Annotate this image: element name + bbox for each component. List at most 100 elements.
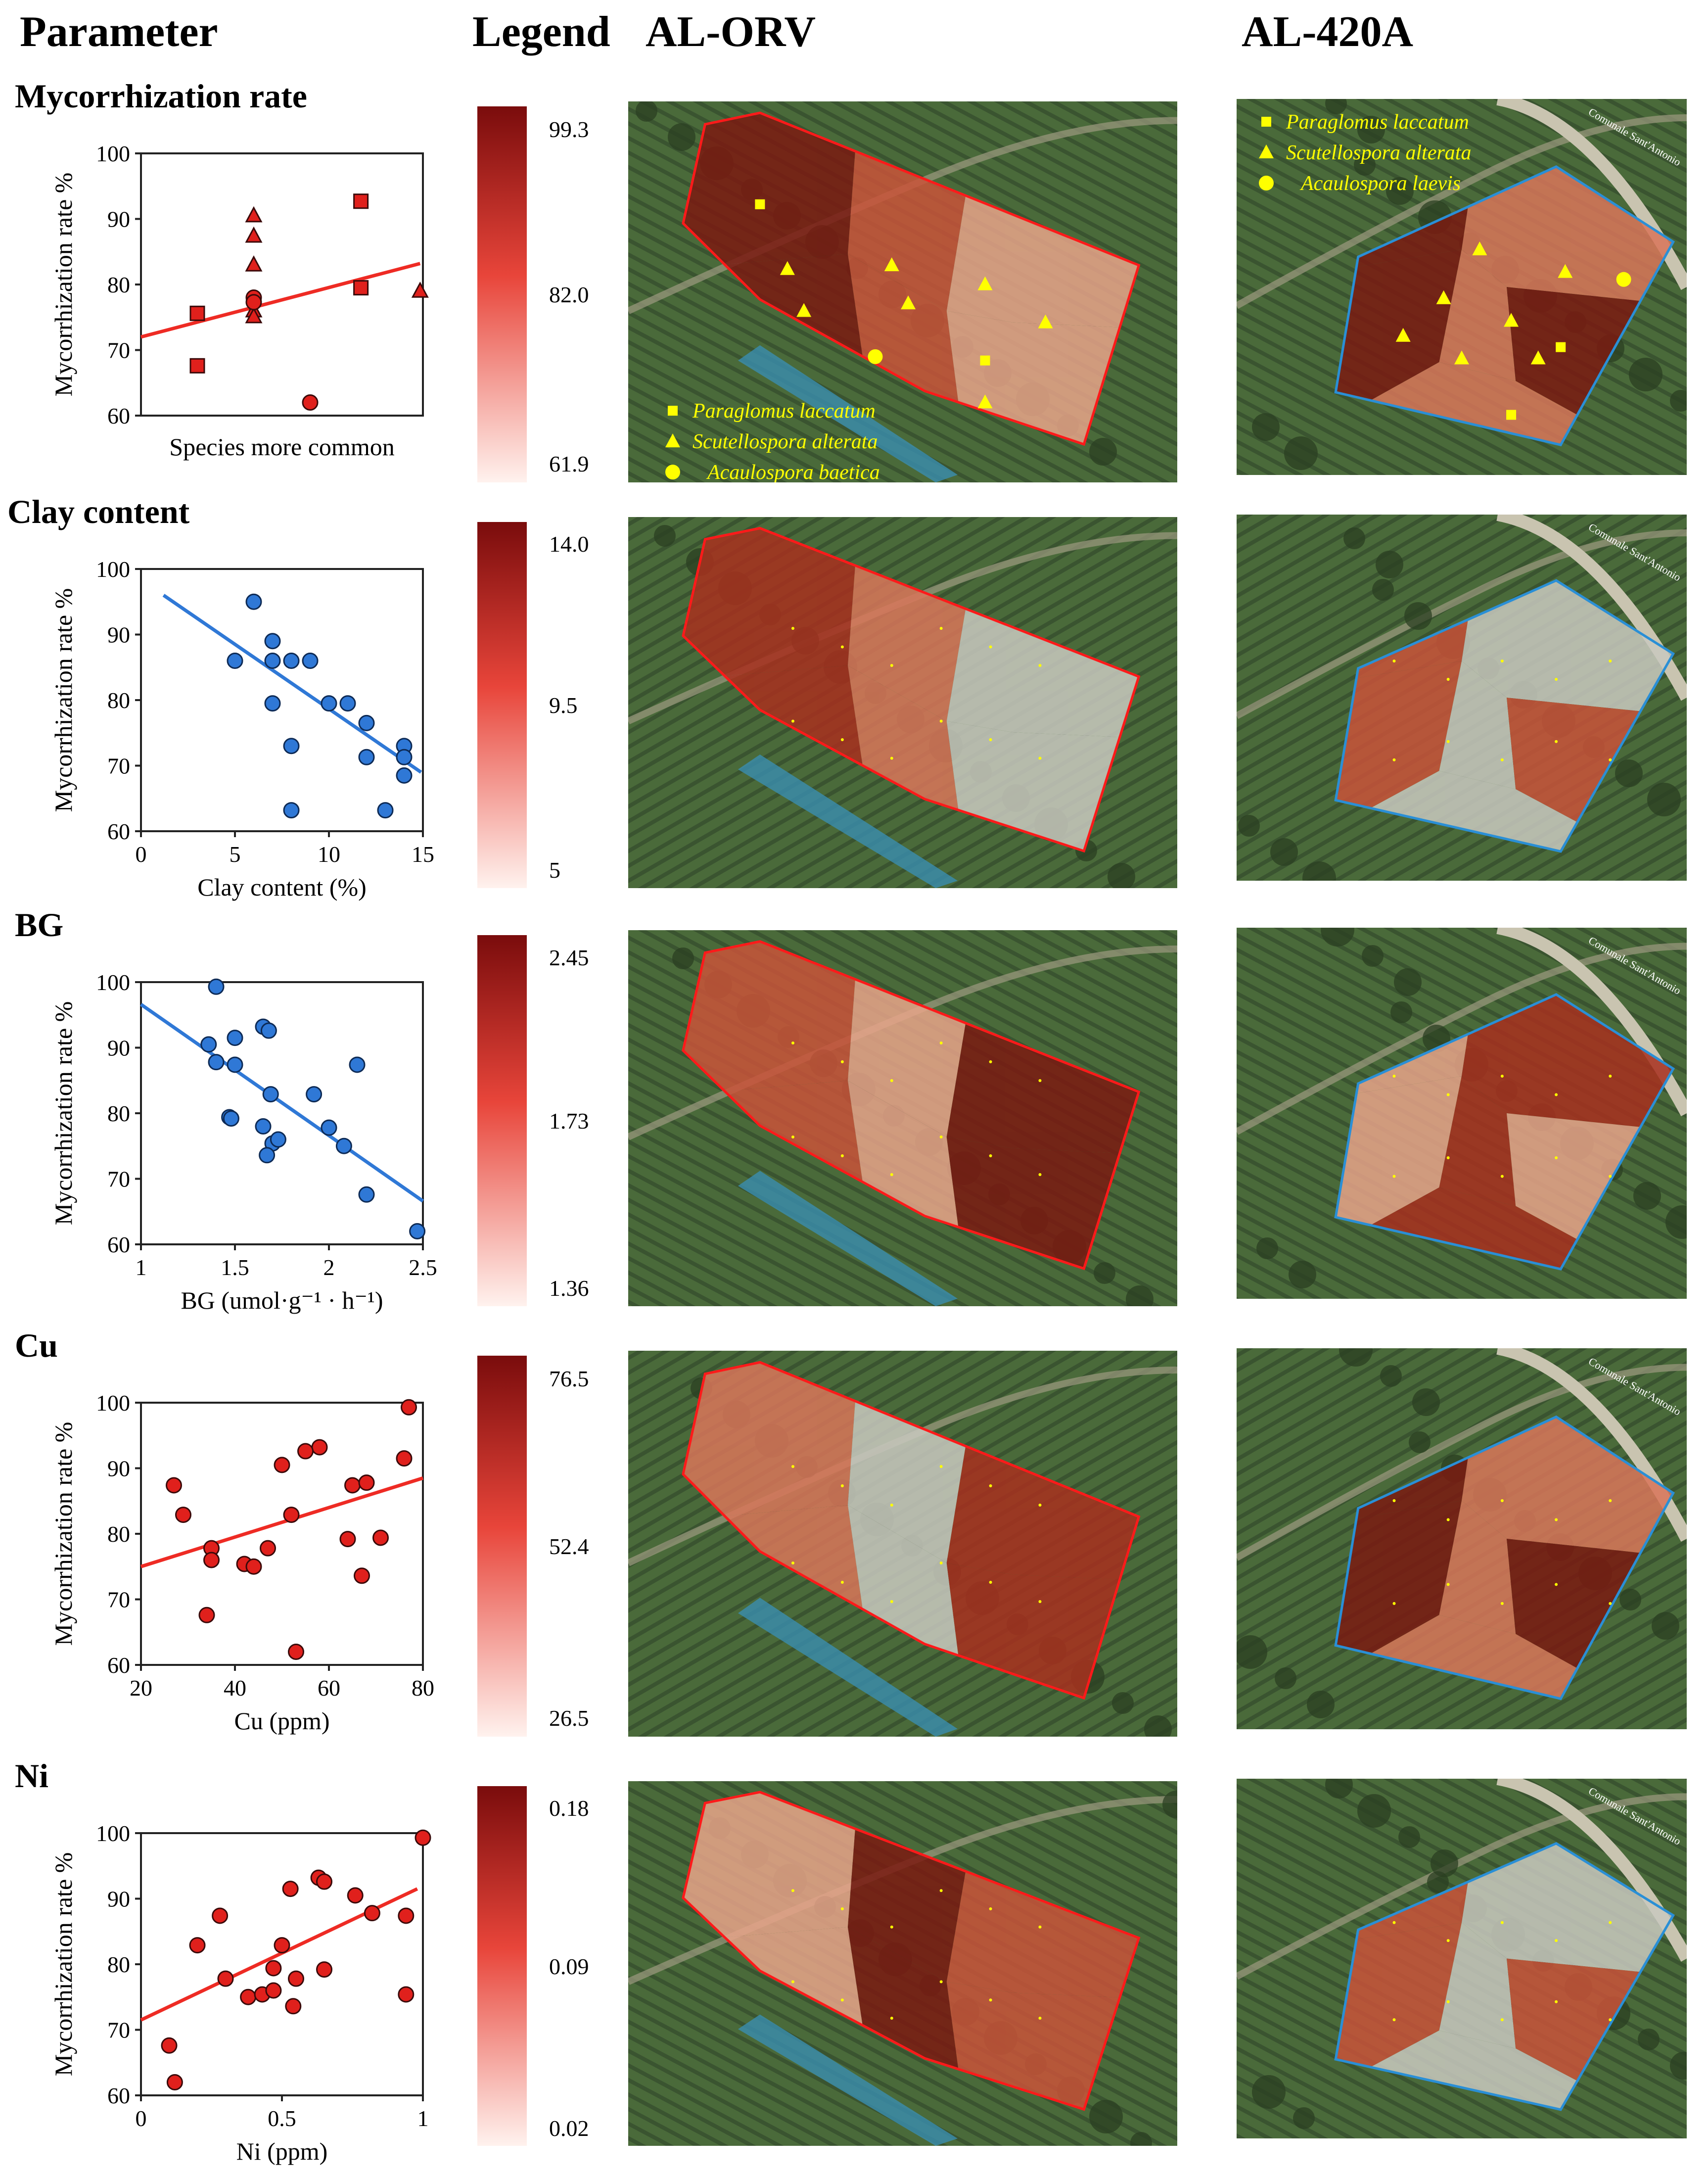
x-tick-label: 10 <box>318 842 340 867</box>
sample-point <box>1609 1499 1612 1502</box>
interpolation-cell <box>1336 362 1673 445</box>
legend-value-max: 2.45 <box>549 945 589 970</box>
data-point <box>353 193 369 209</box>
data-point <box>260 1022 277 1039</box>
sample-point <box>1392 660 1396 663</box>
map-al-orv <box>628 930 1177 1306</box>
tree-icon <box>1252 2075 1286 2109</box>
tree-icon <box>1376 551 1403 578</box>
y-tick-label: 70 <box>107 754 130 779</box>
field-boundary <box>1334 165 1675 447</box>
sample-point <box>939 1136 943 1138</box>
data-point <box>283 1507 300 1523</box>
data-point <box>353 280 369 296</box>
y-tick-label: 60 <box>107 1653 130 1678</box>
y-axis-label: Mycorrhization rate % <box>49 588 77 812</box>
sample-point <box>1555 1583 1558 1586</box>
field-boundary <box>682 526 1141 853</box>
tree-icon <box>1325 1779 1353 1798</box>
tree-icon <box>1162 1791 1177 1818</box>
x-tick-label: 20 <box>130 1675 152 1701</box>
tree-icon <box>1633 1182 1661 1210</box>
data-point <box>358 749 375 765</box>
sample-point <box>1555 1518 1558 1521</box>
data-point <box>189 358 205 374</box>
y-axis-label: Mycorrhization rate % <box>49 1001 77 1226</box>
tree-icon <box>1339 1348 1373 1367</box>
data-point <box>270 1131 286 1148</box>
dirt-path <box>1237 114 1687 309</box>
tree-icon <box>1670 2052 1687 2080</box>
sample-point <box>840 645 844 649</box>
species-legend-label: Acaulospora baetica <box>706 461 880 482</box>
data-point <box>203 1552 220 1568</box>
sample-point <box>1038 1504 1042 1507</box>
field-boundary <box>1334 1415 1675 1701</box>
sample-point <box>1038 757 1042 760</box>
sample-point <box>989 645 992 649</box>
species-marker-triangle <box>1558 264 1573 278</box>
data-point <box>358 1186 375 1203</box>
sample-point <box>791 1136 794 1138</box>
data-point <box>264 653 281 669</box>
sample-point <box>939 1465 943 1468</box>
tree-icon <box>1619 1589 1641 1610</box>
data-point <box>198 1607 215 1623</box>
header-parameter: Parameter <box>20 8 218 56</box>
legend-value-min: 61.9 <box>549 451 589 476</box>
sample-point <box>1446 1939 1450 1942</box>
data-point <box>166 1477 182 1494</box>
tree-icon <box>654 525 676 547</box>
tree-icon <box>1409 1431 1431 1453</box>
sample-point <box>840 1154 844 1157</box>
sample-point <box>791 719 794 723</box>
sample-point <box>1038 2017 1042 2020</box>
data-point <box>274 1937 290 1954</box>
y-tick-label: 70 <box>107 2018 130 2043</box>
species-marker-triangle <box>1504 313 1519 327</box>
x-tick-label: 15 <box>412 842 434 867</box>
sample-point <box>1609 758 1612 761</box>
y-tick-label: 90 <box>107 1887 130 1912</box>
data-point <box>339 695 356 712</box>
sample-point <box>1446 1156 1450 1159</box>
sample-point <box>890 2017 893 2020</box>
tree-icon <box>1089 438 1117 466</box>
data-point <box>411 282 429 298</box>
sample-point <box>1038 1600 1042 1603</box>
tree-icon <box>1094 1262 1115 1284</box>
sample-point <box>1500 660 1504 663</box>
legend-value-max: 0.18 <box>549 1795 589 1821</box>
interpolation-cell <box>1336 1076 1462 1269</box>
sample-point <box>890 664 893 667</box>
tree-icon <box>636 101 657 122</box>
y-axis-label: Mycorrhization rate % <box>49 1852 77 2077</box>
tree-icon <box>1386 177 1414 205</box>
interpolation-cell <box>1336 249 1462 445</box>
y-tick-label: 80 <box>107 688 130 713</box>
sample-point <box>1038 664 1042 667</box>
tree-icon <box>1307 1691 1335 1718</box>
species-legend-label: Scutellospora alterata <box>1286 142 1471 164</box>
species-marker-triangle <box>1038 314 1053 329</box>
tree-icon <box>1362 945 1384 967</box>
sample-point <box>890 1079 893 1082</box>
row-title: Mycorrhization rate <box>15 77 307 115</box>
sample-point <box>1446 678 1450 681</box>
data-point <box>208 1054 225 1071</box>
sample-point <box>989 1484 992 1487</box>
interpolation-cell <box>1462 994 1673 1132</box>
y-tick-label: 90 <box>107 1456 130 1481</box>
y-tick-label: 60 <box>107 1232 130 1257</box>
data-point <box>409 1223 426 1239</box>
data-point <box>245 255 263 272</box>
y-axis-label: Mycorrhization rate % <box>49 1422 77 1646</box>
y-tick-label: 100 <box>96 1390 130 1416</box>
tree-icon <box>1357 116 1385 143</box>
interpolation-cell <box>1462 580 1673 716</box>
row-title: Ni <box>15 1757 48 1795</box>
tree-icon <box>1670 390 1687 412</box>
tree-icon <box>668 123 695 151</box>
data-point <box>212 1907 229 1924</box>
tree-icon <box>1256 1237 1278 1259</box>
